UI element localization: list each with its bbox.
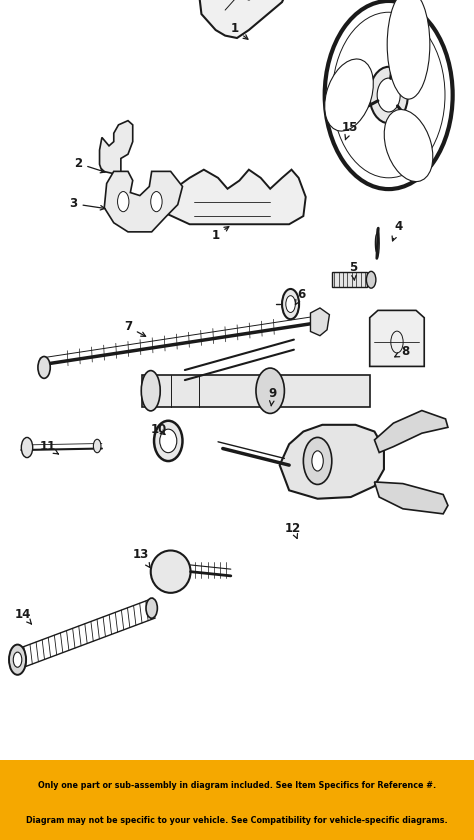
Text: 15: 15	[342, 121, 358, 139]
Ellipse shape	[160, 429, 177, 453]
Circle shape	[282, 289, 299, 319]
Circle shape	[38, 356, 50, 378]
Ellipse shape	[377, 78, 400, 112]
Circle shape	[13, 652, 22, 667]
Ellipse shape	[387, 0, 430, 99]
Text: 1: 1	[211, 227, 229, 242]
Ellipse shape	[151, 550, 191, 593]
Circle shape	[312, 451, 323, 471]
Polygon shape	[374, 411, 448, 453]
Circle shape	[93, 439, 101, 453]
Polygon shape	[100, 121, 133, 176]
Polygon shape	[199, 0, 289, 38]
Bar	[0, 760, 474, 840]
Polygon shape	[104, 171, 182, 232]
Text: 11: 11	[39, 440, 58, 454]
Text: 4: 4	[392, 220, 402, 241]
Text: 9: 9	[268, 387, 277, 406]
Text: 3: 3	[69, 197, 105, 210]
Text: 10: 10	[151, 423, 167, 436]
Polygon shape	[370, 311, 424, 366]
Text: 14: 14	[15, 608, 31, 624]
Text: 6: 6	[295, 288, 305, 305]
Text: 2: 2	[74, 157, 105, 173]
Circle shape	[118, 192, 129, 212]
Text: 12: 12	[285, 522, 301, 538]
Text: 8: 8	[395, 344, 410, 358]
Ellipse shape	[303, 438, 332, 485]
Text: 5: 5	[349, 261, 357, 280]
Bar	[332, 272, 367, 287]
Ellipse shape	[369, 67, 408, 123]
Text: 7: 7	[124, 320, 146, 336]
Polygon shape	[280, 425, 384, 499]
Bar	[142, 375, 370, 407]
Polygon shape	[374, 482, 448, 514]
Ellipse shape	[384, 109, 433, 181]
Text: 1: 1	[230, 23, 248, 39]
Circle shape	[286, 296, 295, 312]
Ellipse shape	[325, 59, 374, 131]
Text: Diagram may not be specific to your vehicle. See Compatibility for vehicle-speci: Diagram may not be specific to your vehi…	[26, 816, 448, 825]
Circle shape	[146, 598, 157, 618]
Polygon shape	[310, 308, 329, 336]
Polygon shape	[375, 228, 379, 258]
Text: Only one part or sub-assembly in diagram included. See Item Specifics for Refere: Only one part or sub-assembly in diagram…	[38, 781, 436, 790]
Circle shape	[366, 271, 376, 288]
Polygon shape	[166, 170, 306, 224]
Ellipse shape	[154, 421, 182, 461]
Circle shape	[21, 438, 33, 458]
Text: 13: 13	[133, 549, 150, 568]
Ellipse shape	[141, 370, 160, 411]
Circle shape	[9, 644, 26, 675]
Ellipse shape	[256, 368, 284, 413]
Circle shape	[151, 192, 162, 212]
